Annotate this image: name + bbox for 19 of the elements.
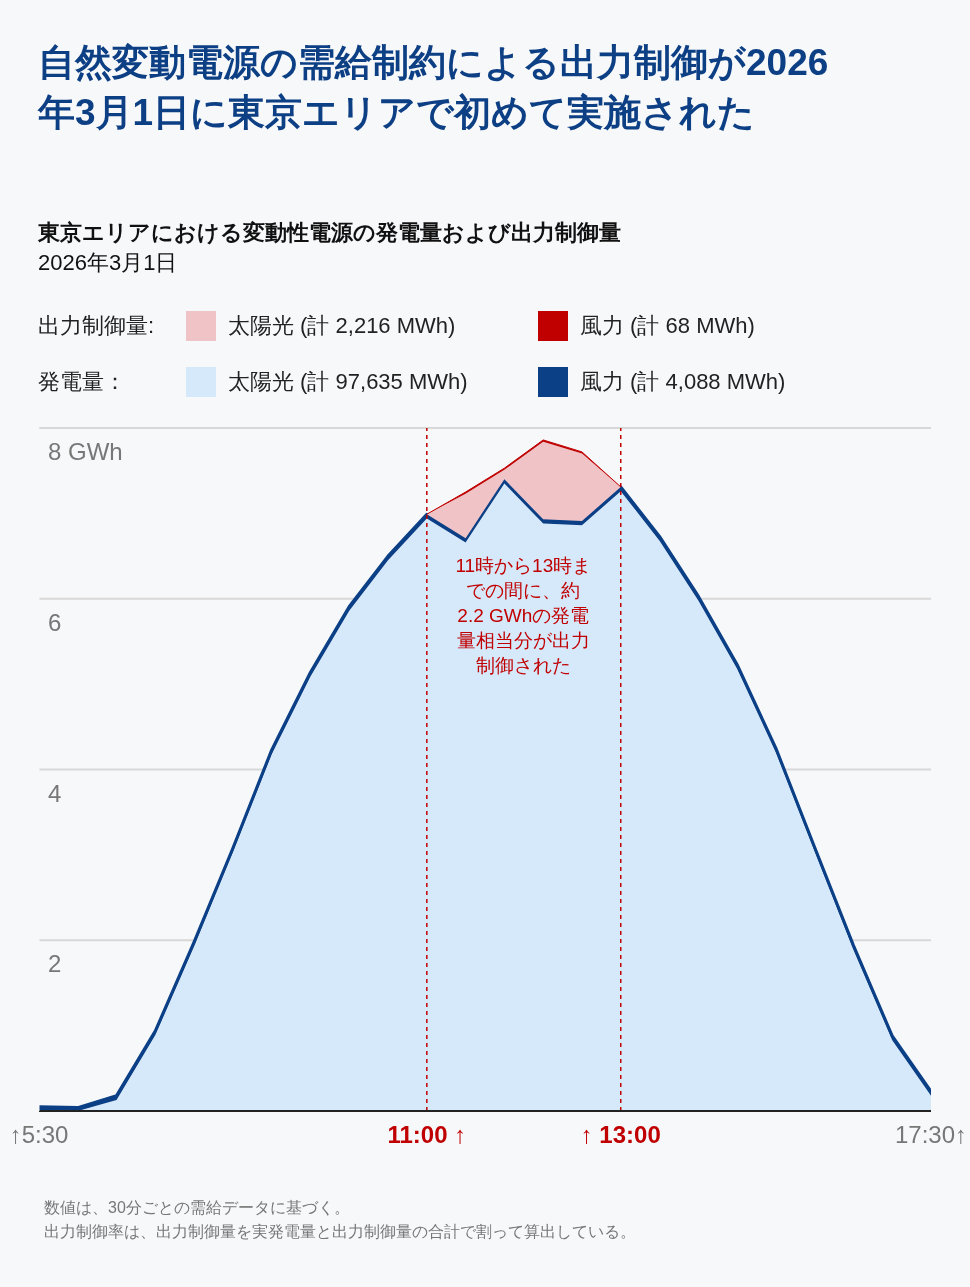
x-tick-label: 17:30↑: [894, 1121, 968, 1148]
text: 出力制御率は、出力制御量を実発電量と出力制御量の合計で割って算出している。: [44, 1222, 636, 1242]
legend-label: 太陽光 (計 97,635 MWh): [228, 368, 468, 396]
text: 発電量：: [38, 368, 127, 396]
y-tick-label: 2: [48, 950, 62, 978]
chart-subtitle: 東京エリアにおける変動性電源の発電量および出力制御量 2026年3月1日: [38, 219, 621, 277]
legend-label: 風力 (計 68 MWh): [580, 312, 755, 340]
x-tick-label: ↑ 13:00: [580, 1121, 661, 1148]
y-tick-label: 8 GWh: [48, 438, 123, 465]
text: 出力制御量:: [38, 312, 156, 340]
chart-title: 自然変動電源の需給制約による出力制御が2026年3月1日に東京エリアで初めて実施された: [38, 41, 830, 135]
y-tick-label: 6: [48, 608, 62, 636]
text: 数値は、30分ごとの需給データに基づく。: [44, 1198, 351, 1218]
legend-label: 太陽光 (計 2,216 MWh): [228, 312, 456, 340]
y-tick-label: 4: [48, 779, 62, 807]
legend-label: 風力 (計 4,088 MWh): [580, 368, 786, 396]
x-tick-label: ↑5:30: [9, 1121, 69, 1148]
annotation: 11時から13時までの間に、約2.2 GWhの発電量相当分が出力制御された: [455, 554, 592, 678]
x-tick-label: 11:00 ↑: [387, 1121, 467, 1148]
